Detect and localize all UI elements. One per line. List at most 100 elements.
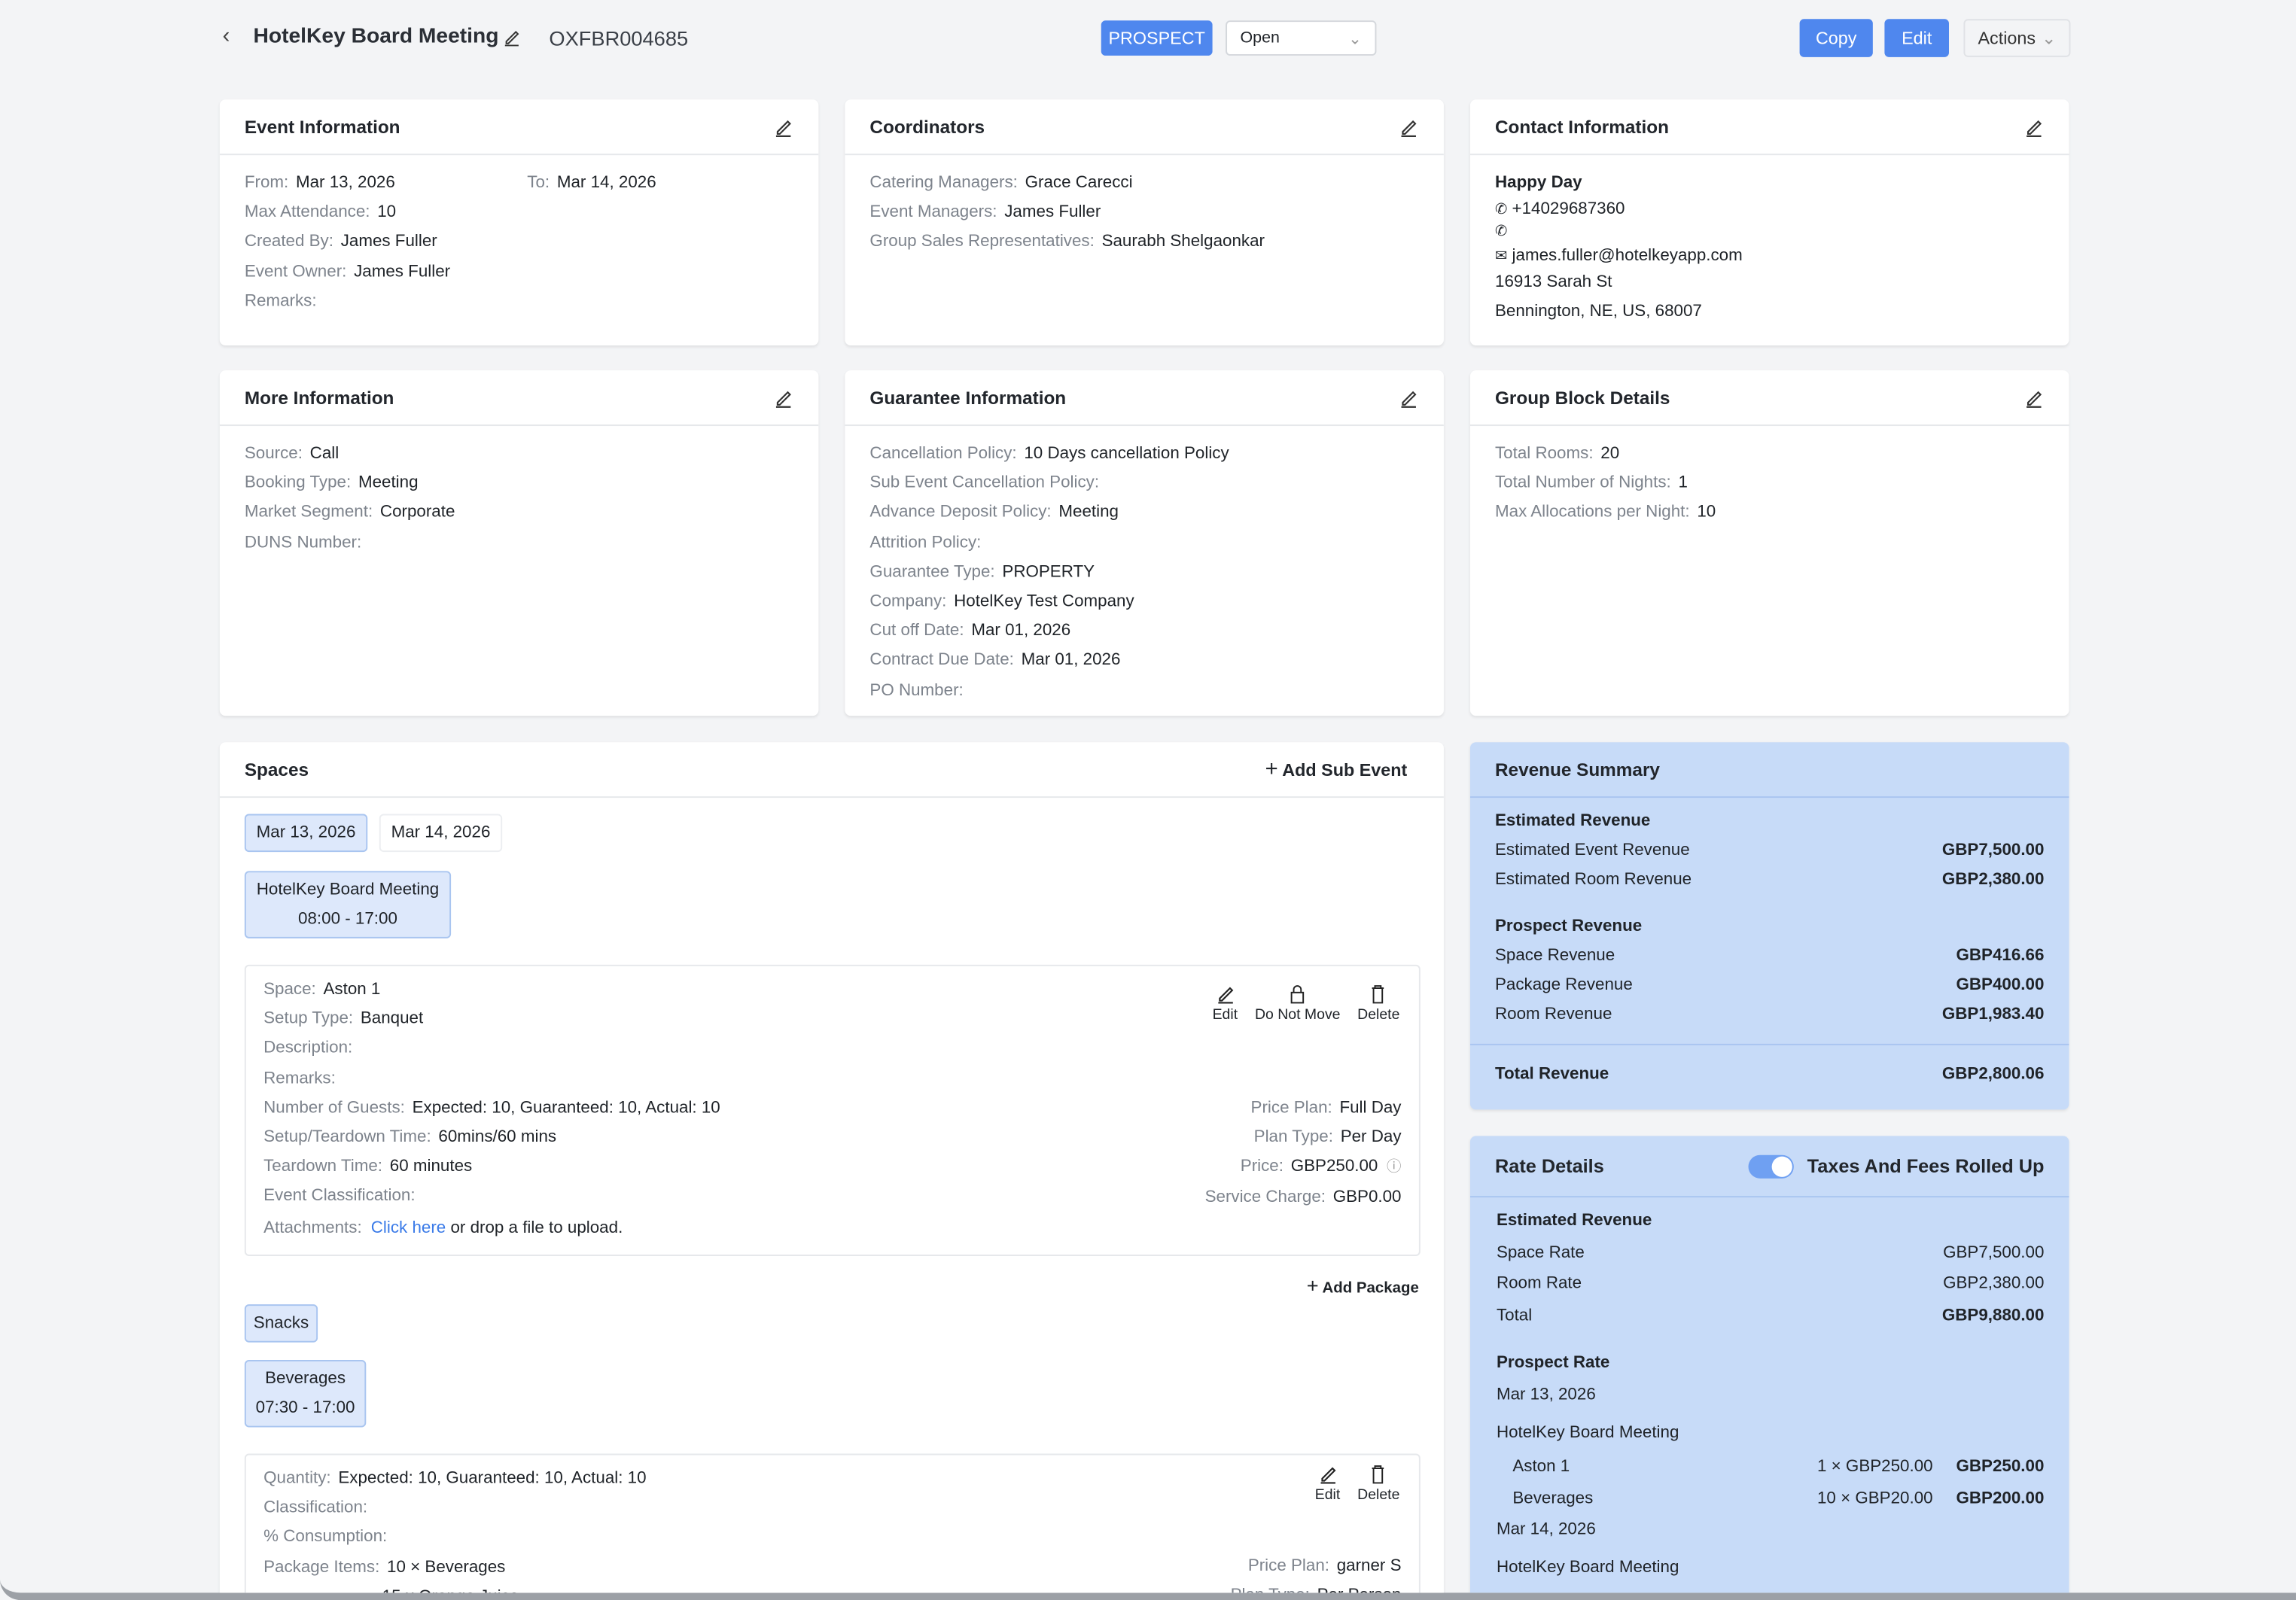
edit-pencil-icon[interactable] (2023, 117, 2044, 137)
do-not-move-button[interactable]: Do Not Move (1255, 984, 1341, 1024)
delete-space-button[interactable]: Delete (1357, 984, 1399, 1024)
edit-label: Edit (1212, 1007, 1238, 1024)
contact-email[interactable]: james.fuller@hotelkeyapp.com (1512, 248, 1743, 266)
pencil-icon (1320, 1467, 1335, 1484)
card-title: Spaces (244, 759, 309, 780)
package-time: 07:30 - 17:00 (255, 1399, 355, 1417)
revenue-row: Estimated Event Revenue GBP7,500.00 (1495, 836, 2044, 865)
coordinators-card: Coordinators Catering Managers: Grace Car… (845, 99, 1444, 346)
info-icon[interactable]: ⓘ (1387, 1160, 1402, 1176)
revenue-label: Space Revenue (1494, 947, 1615, 965)
field-row: Event Managers: James Fuller (869, 198, 1418, 227)
line-total: GBP250.00 (1956, 1457, 2045, 1475)
field-label: Market Segment: (244, 503, 373, 522)
edit-pencil-icon[interactable] (773, 387, 793, 407)
revenue-value: GBP1,983.40 (1941, 1005, 2045, 1024)
field-label: Price Plan: (1250, 1099, 1332, 1118)
field-label: Sub Event Cancellation Policy: (869, 474, 1100, 492)
add-sub-event-label: Add Sub Event (1282, 759, 1408, 780)
field-row: Created By: James Fuller (245, 227, 793, 257)
field-row: Event Classification: (263, 1182, 720, 1211)
edit-pencil-icon[interactable] (1399, 387, 1419, 407)
field-row: Description: (263, 1034, 720, 1063)
edit-package-button[interactable]: Edit (1315, 1464, 1340, 1504)
field-row: Cut off Date: Mar 01, 2026 (869, 616, 1418, 646)
taxes-toggle[interactable] (1748, 1154, 1795, 1178)
event-code: OXFBR004685 (549, 26, 689, 50)
chevron-down-icon: ⌄ (2041, 27, 2057, 49)
package-chip-beverages[interactable]: Beverages 07:30 - 17:00 (244, 1360, 367, 1428)
section-title: Prospect Revenue (1494, 917, 1643, 935)
add-sub-event-button[interactable]: + Add Sub Event (1265, 757, 1408, 782)
field-value: Aston 1 (323, 981, 381, 999)
field-row: Remarks: (245, 287, 793, 316)
field-value: PROPERTY (1002, 563, 1095, 581)
add-package-button[interactable]: + Add Package (1307, 1273, 1419, 1297)
field-list: Max Attendance: 10 Created By: James Fuller… (245, 198, 793, 316)
trash-icon (1372, 1465, 1385, 1484)
field-label: Created By: (244, 233, 333, 251)
card-title: Group Block Details (1494, 387, 1670, 408)
top-bar: ‹ HotelKey Board Meeting OXFBR004685 PRO… (0, 0, 2296, 76)
card-title: Event Information (244, 116, 400, 137)
card-title: More Information (244, 387, 394, 408)
revenue-row: Space Revenue GBP416.66 (1495, 941, 2044, 971)
field-value: Per Person (1317, 1586, 1402, 1600)
field-value: Full Day (1339, 1099, 1402, 1118)
edit-pencil-icon[interactable] (773, 117, 793, 137)
field-value: Meeting (358, 474, 419, 492)
from-value: Mar 13, 2026 (295, 174, 395, 192)
date-tab[interactable]: Mar 14, 2026 (379, 814, 503, 853)
field-value: 10 Days cancellation Policy (1024, 445, 1229, 463)
field-label: Number of Guests: (263, 1099, 405, 1117)
field-value: Grace Carecci (1025, 174, 1133, 192)
field-row: Booking Type: Meeting (245, 469, 793, 498)
field-list: Quantity: Expected: 10, Guaranteed: 10, A… (263, 1464, 646, 1582)
revenue-row: Package Revenue GBP400.00 (1495, 971, 2044, 1000)
edit-pencil-icon[interactable] (2023, 387, 2044, 407)
rate-label: Room Rate (1496, 1275, 1582, 1293)
edit-button[interactable]: Edit (1884, 19, 1949, 57)
edit-title-pencil-icon[interactable] (502, 28, 521, 47)
field-row: Market Segment: Corporate (245, 498, 793, 528)
rate-lines: Aston 1 1 × GBP250.00 GBP250.00 Beverages 10… (1497, 1450, 2044, 1515)
field-label: Event Managers: (869, 203, 997, 222)
edit-pencil-icon[interactable] (1399, 117, 1419, 137)
field-value: Corporate (379, 503, 455, 522)
toggle-label: Taxes And Fees Rolled Up (1807, 1154, 2045, 1177)
field-label: Description: (263, 1039, 353, 1058)
revenue-list: Estimated Event Revenue GBP7,500.00 Estima… (1495, 836, 2044, 895)
total-revenue-row: Total Revenue GBP2,800.06 (1469, 1043, 2069, 1103)
line-total: GBP250.00 (1933, 1585, 2045, 1592)
field-row: Company: HotelKey Test Company (869, 587, 1418, 616)
field-value: James Fuller (354, 263, 451, 281)
date-tab-active[interactable]: Mar 13, 2026 (244, 814, 368, 853)
revenue-label: Estimated Event Revenue (1494, 841, 1690, 859)
field-label: Price: (1240, 1158, 1284, 1176)
rate-event: HotelKey Board Meeting (1496, 1559, 1679, 1577)
field-label: Event Classification: (263, 1188, 416, 1206)
status-select[interactable]: Open ⌄ (1226, 20, 1377, 56)
line-name: Beverages (1512, 1489, 1594, 1507)
actions-menu-button[interactable]: Actions ⌄ (1963, 19, 2071, 57)
upload-link[interactable]: Click here (370, 1219, 446, 1237)
field-value: Call (309, 445, 340, 463)
contact-phone[interactable]: +14029687360 (1512, 200, 1625, 219)
field-value: GBP250.00 (1290, 1158, 1378, 1176)
copy-button[interactable]: Copy (1799, 19, 1873, 57)
field-value: Mar 01, 2026 (1021, 652, 1121, 670)
back-chevron-icon[interactable]: ‹ (222, 23, 230, 49)
package-chip-snacks[interactable]: Snacks (244, 1304, 318, 1343)
delete-package-button[interactable]: Delete (1357, 1464, 1399, 1504)
field-label: Total Rooms: (1494, 445, 1594, 463)
edit-space-button[interactable]: Edit (1213, 984, 1238, 1024)
field-value: Expected: 10, Guaranteed: 10, Actual: 10 (338, 1469, 647, 1488)
field-value: 1 (1678, 474, 1688, 492)
sub-event-chip[interactable]: HotelKey Board Meeting 08:00 - 17:00 (244, 871, 452, 938)
field-list: Total Rooms: 20 Total Number of Nights: 1 Ma… (1495, 440, 2044, 528)
field-label: Space: (263, 981, 316, 999)
revenue-row: Estimated Room Revenue GBP2,380.00 (1495, 865, 2044, 895)
rate-date: Mar 13, 2026 (1496, 1386, 1596, 1404)
field-row: Guarantee Type: PROPERTY (869, 558, 1418, 587)
section-title: Estimated Revenue (1496, 1212, 1652, 1230)
